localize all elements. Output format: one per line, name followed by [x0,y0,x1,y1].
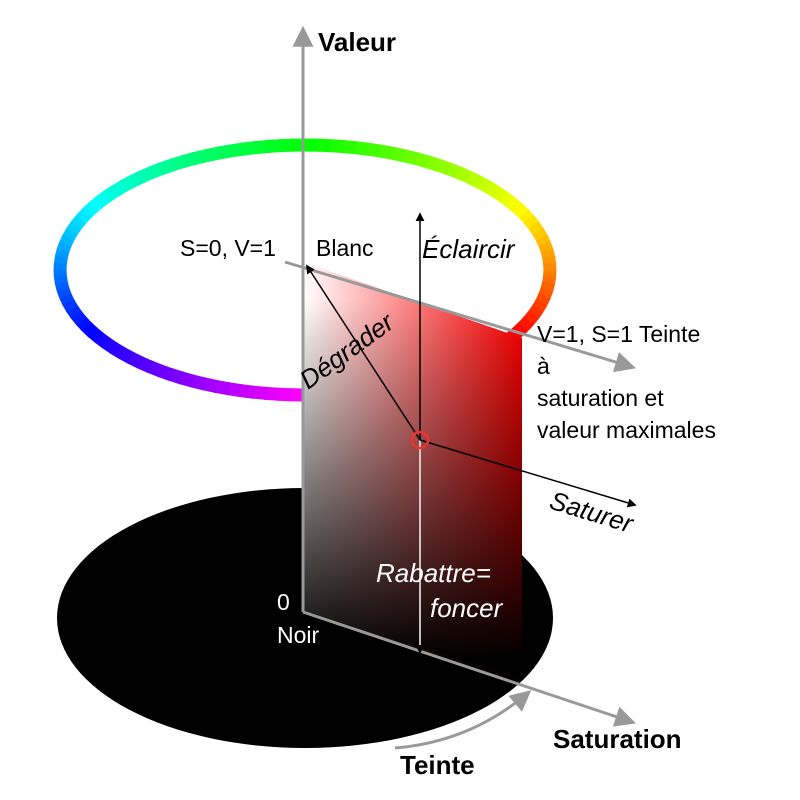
hue-ring-segment [65,303,82,319]
hue-ring-segment [178,371,196,388]
hue-ring-segment [54,280,70,292]
hue-ring-segment [53,274,68,284]
tone-arrow [306,264,421,441]
hue-ring-segment [167,367,185,385]
white-coords: S=0, V=1 [180,235,276,261]
hue-ring-segment [425,155,443,173]
hue-ring-segment [436,159,454,176]
hue-ring-segment [542,256,557,266]
value-axis-label: Valeur [318,27,396,57]
shade-label: foncer [430,593,504,623]
hue-ring-segment [58,291,75,306]
hue-ring-segment [532,228,548,243]
hue-ring-segment [379,144,397,161]
hue-ring-segment [201,377,219,394]
hue-ring-segment [87,326,104,344]
hue-ring-segment [94,331,111,349]
hue-ring-segment [538,241,554,254]
hue-ring-segment [518,208,535,225]
hue-ring-segment [136,356,154,374]
hue-ring-segment [355,141,372,157]
hue-ring-segment [213,379,231,396]
hue-ring-segment [466,171,483,189]
saturation-axis-label: Saturation [553,724,682,754]
pure-hue-label: à [537,353,550,379]
tint-label: Éclaircir [422,234,516,264]
hue-ring-segment [342,140,360,155]
hue-ring-segment [127,351,144,369]
black-name: Noir [277,622,320,648]
hue-ring-segment [414,152,432,169]
hue-ring-segment [225,382,243,398]
pure-hue-label: saturation et [537,385,664,411]
hue-ring-segment [238,383,255,399]
hue-ring-segment [523,215,540,231]
hue-ring-segment [330,139,347,154]
hue-ring-segment [367,142,385,158]
hue-ring-segment [403,149,421,166]
hue-axis-label: Teinte [400,750,475,780]
hue-ring-segment [391,146,409,163]
hue-ring-segment [81,320,98,338]
hue-ring-segment [491,185,509,203]
sample-point [410,430,430,450]
hue-ring-segment [317,138,334,153]
black-value: 0 [277,589,290,615]
saturation-axis [302,610,636,727]
hue-ring-segment [189,374,207,391]
hue-ring-segment [446,162,464,180]
pure-hue-label: V=1, S=1 Teinte [537,321,700,347]
hue-ring-segment [512,202,529,220]
saturate-arrow [419,439,637,508]
hue-ring-segment [263,386,280,401]
hue-ring-segment [535,234,552,249]
hue-ring-segment [475,175,492,194]
hue-ring-segment [456,166,474,184]
hue-face-shade [303,262,522,680]
top-radius [284,260,637,373]
hue-ring-segment [250,385,268,400]
hue-ring-segment [276,387,293,402]
white-name: Blanc [316,235,374,261]
hue-ring-segment [499,191,516,209]
hue-ring-segment [146,360,164,378]
hue-ring-segment [75,315,92,332]
hue-arrow [394,690,532,750]
hue-ring-segment [101,337,119,355]
hue-ring-segment [56,286,72,299]
hue-ring-segment [62,297,78,312]
hue-ring-segment [118,346,135,365]
hue-ring-segment [528,221,545,237]
pure-hue-label: valeur maximales [537,417,716,443]
hue-ring-segment [156,364,174,381]
hue-ring-segment [506,196,523,214]
hue-ring-segment [109,342,127,360]
hue-ring-segment [70,309,87,325]
hue-ring-segment [540,248,556,260]
shade-label: Rabattre= [376,558,491,588]
hue-ring-segment [483,180,501,198]
